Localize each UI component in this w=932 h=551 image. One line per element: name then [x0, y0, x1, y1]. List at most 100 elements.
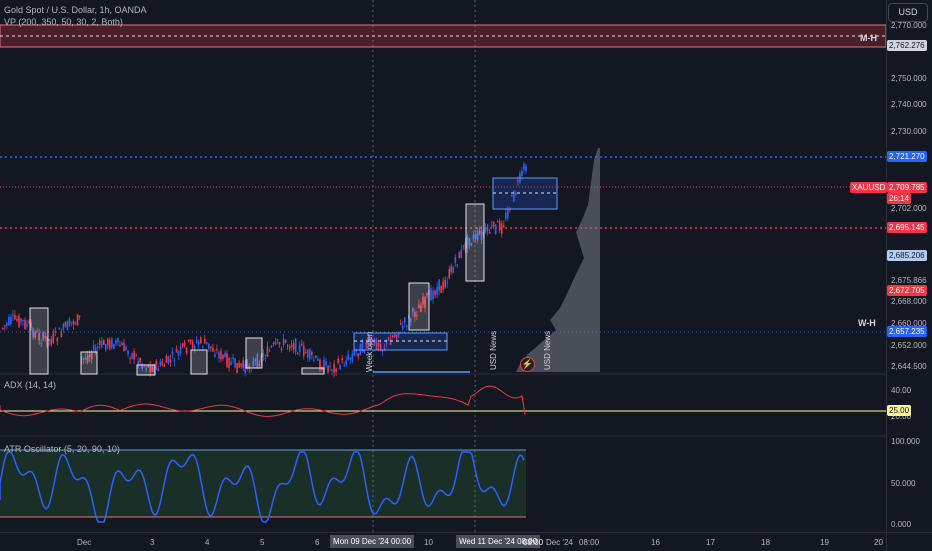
crosshair-time-label: Mon 09 Dec '24 00:00 [330, 535, 415, 548]
candle [387, 337, 390, 340]
candle [446, 281, 448, 283]
candle [460, 249, 463, 258]
chart-area[interactable] [0, 0, 887, 532]
candle [175, 348, 178, 353]
time-scale[interactable]: Dec 3 4 5 6 10 16 17 18 19 20 Mon 09 Dec… [0, 532, 886, 551]
candle [274, 341, 277, 345]
candle [38, 333, 40, 341]
atr-legend[interactable]: ATR Oscillator (5, 20, 90, 10) [4, 444, 120, 454]
time-tick: 18 [761, 538, 770, 547]
candle [434, 290, 436, 296]
candle [500, 223, 503, 234]
adx-legend[interactable]: ADX (14, 14) [4, 380, 57, 390]
candle [403, 317, 406, 323]
candle [147, 364, 150, 368]
candle [440, 285, 442, 293]
candle [323, 359, 325, 373]
candle [187, 340, 190, 342]
candle [389, 339, 392, 345]
candle [296, 353, 299, 355]
mh-price-label: 2,762.276 [887, 40, 927, 51]
candle [351, 353, 354, 362]
candle [4, 325, 6, 327]
candle [30, 322, 32, 328]
candle [490, 225, 493, 227]
candle [349, 357, 352, 360]
candle [195, 339, 198, 343]
candle [385, 339, 388, 344]
candle [377, 343, 380, 347]
candle [96, 347, 99, 349]
usd-news-label: USD News [489, 330, 498, 370]
candle [139, 357, 141, 363]
candle [234, 358, 236, 368]
candle [480, 230, 483, 241]
candle [309, 349, 311, 359]
candle [62, 323, 65, 331]
chart-canvas[interactable] [0, 0, 887, 532]
candle [515, 193, 517, 195]
candle [335, 368, 337, 373]
time-tick: Dec [77, 538, 92, 547]
candle [371, 339, 374, 341]
currency-button[interactable]: USD [888, 3, 928, 22]
candle [236, 363, 238, 374]
candle [452, 267, 455, 274]
candle [66, 321, 69, 331]
candle [64, 322, 67, 327]
lightning-icon[interactable]: ⚡ [520, 357, 535, 372]
candle [484, 227, 487, 233]
candle [48, 339, 51, 342]
candle [113, 344, 115, 349]
candle [244, 364, 246, 374]
candle [191, 341, 194, 349]
price-tick: 2,660.000 [891, 319, 927, 328]
candle [329, 365, 331, 368]
candle [286, 344, 289, 346]
candle [14, 314, 16, 320]
candle [331, 369, 333, 372]
atr-band [0, 450, 526, 517]
time-tick: 3 [150, 538, 155, 547]
candle [149, 364, 152, 373]
candle [432, 290, 434, 300]
candle [36, 331, 38, 333]
level-label: 2,685.206 [887, 250, 927, 261]
candle [24, 319, 26, 329]
time-tick: 4 [205, 538, 210, 547]
zone-box [136, 364, 156, 376]
candle [163, 365, 166, 367]
candle [20, 318, 22, 322]
candle [161, 361, 164, 366]
candle [339, 365, 341, 370]
zone-box [301, 367, 325, 375]
candle [290, 344, 293, 348]
candle [34, 332, 36, 338]
candle [204, 338, 206, 344]
candle [260, 355, 263, 361]
price-tick: 2,770.000 [891, 21, 927, 30]
symbol-legend[interactable]: Gold Spot / U.S. Dollar, 1h, OANDA [4, 5, 147, 15]
candle [42, 332, 44, 340]
candle [375, 339, 378, 350]
candle [44, 335, 47, 339]
candle [438, 279, 440, 291]
candle [98, 340, 101, 345]
price-scale[interactable]: 2,770.000 2,750.000 2,740.000 2,730.000 … [886, 0, 932, 532]
candle [52, 333, 55, 343]
candle [76, 314, 79, 326]
time-tick: 10 [424, 538, 433, 547]
vp-legend[interactable]: VP (200, 350, 50, 30, 2, Both) [4, 17, 123, 27]
blue-line-label: 2,721.270 [887, 151, 927, 162]
candle [137, 361, 139, 366]
candle [262, 353, 265, 357]
candle [54, 330, 57, 333]
candle [466, 236, 469, 249]
candle [393, 334, 396, 337]
candle [141, 364, 143, 369]
volume-profile [516, 148, 600, 372]
candle [430, 288, 432, 301]
candle [319, 359, 321, 370]
candle [242, 360, 244, 368]
candle [266, 346, 269, 357]
